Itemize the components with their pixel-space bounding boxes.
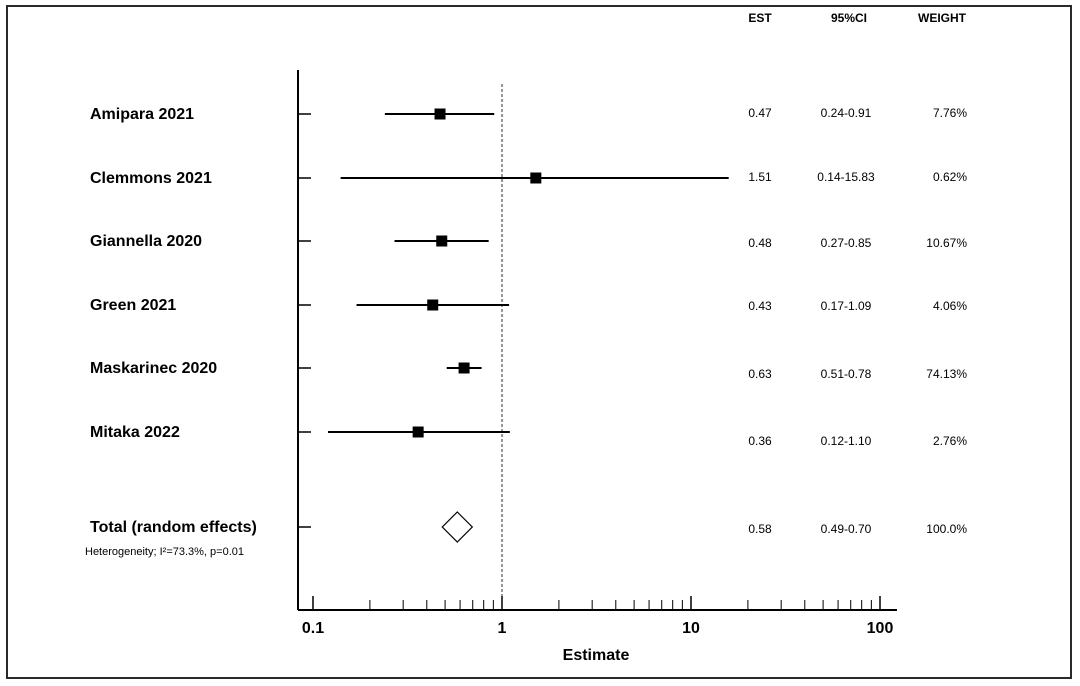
ci-value: 0.51-0.78 <box>821 367 872 381</box>
study-row: Giannella 2020 0.48 0.27-0.85 10.67% <box>90 233 967 250</box>
weight-value: 100.0% <box>926 522 967 536</box>
x-axis-label: Estimate <box>563 647 630 664</box>
x-major-ticks: 0.1 1 10 100 <box>302 596 894 637</box>
column-header-weight: WEIGHT <box>918 11 967 25</box>
study-rows: Amipara 2021 0.47 0.24-0.91 7.76% Clemmons 2… <box>90 106 967 448</box>
x-tick-label: 100 <box>867 620 894 637</box>
ci-value: 0.49-0.70 <box>821 522 872 536</box>
pooled-diamond <box>441 511 474 543</box>
ci-value: 0.14-15.83 <box>817 170 875 184</box>
est-value: 1.51 <box>748 170 772 184</box>
study-label: Mitaka 2022 <box>90 424 180 441</box>
column-header-est: EST <box>748 11 772 25</box>
weight-value: 10.67% <box>926 236 967 250</box>
est-value: 0.48 <box>748 236 772 250</box>
x-tick-label: 10 <box>682 620 700 637</box>
point-estimate <box>427 299 439 311</box>
est-value: 0.63 <box>748 367 772 381</box>
heterogeneity-note: Heterogeneity; I²=73.3%, p=0.01 <box>85 546 244 558</box>
study-label: Clemmons 2021 <box>90 170 212 187</box>
total-row: Total (random effects) Heterogeneity; I²=… <box>85 511 967 558</box>
est-value: 0.36 <box>748 434 772 448</box>
weight-value: 4.06% <box>933 299 967 313</box>
weight-value: 2.76% <box>933 434 967 448</box>
weight-value: 74.13% <box>926 367 967 381</box>
point-estimate <box>436 235 448 247</box>
study-row: Maskarinec 2020 0.63 0.51-0.78 74.13% <box>90 360 967 381</box>
x-tick-label: 0.1 <box>302 620 324 637</box>
study-label: Green 2021 <box>90 297 176 314</box>
weight-value: 7.76% <box>933 106 967 120</box>
ci-value: 0.12-1.10 <box>821 434 872 448</box>
point-estimate <box>458 362 470 374</box>
study-row: Green 2021 0.43 0.17-1.09 4.06% <box>90 297 967 314</box>
total-label: Total (random effects) <box>90 519 257 536</box>
ci-value: 0.27-0.85 <box>821 236 872 250</box>
est-value: 0.43 <box>748 299 772 313</box>
x-tick-label: 1 <box>498 620 507 637</box>
column-header-ci: 95%CI <box>831 11 867 25</box>
study-row: Amipara 2021 0.47 0.24-0.91 7.76% <box>90 106 967 123</box>
study-label: Giannella 2020 <box>90 233 202 250</box>
est-value: 0.58 <box>748 522 772 536</box>
study-label: Amipara 2021 <box>90 106 194 123</box>
study-row: Mitaka 2022 0.36 0.12-1.10 2.76% <box>90 424 967 448</box>
study-label: Maskarinec 2020 <box>90 360 217 377</box>
point-estimate <box>434 108 446 120</box>
ci-value: 0.17-1.09 <box>821 299 872 313</box>
point-estimate <box>412 426 424 438</box>
figure-frame <box>6 5 1072 679</box>
study-row: Clemmons 2021 1.51 0.14-15.83 0.62% <box>90 170 967 187</box>
ci-value: 0.24-0.91 <box>821 106 872 120</box>
est-value: 0.47 <box>748 106 772 120</box>
point-estimate <box>530 172 542 184</box>
x-minor-ticks <box>369 600 872 610</box>
weight-value: 0.62% <box>933 170 967 184</box>
